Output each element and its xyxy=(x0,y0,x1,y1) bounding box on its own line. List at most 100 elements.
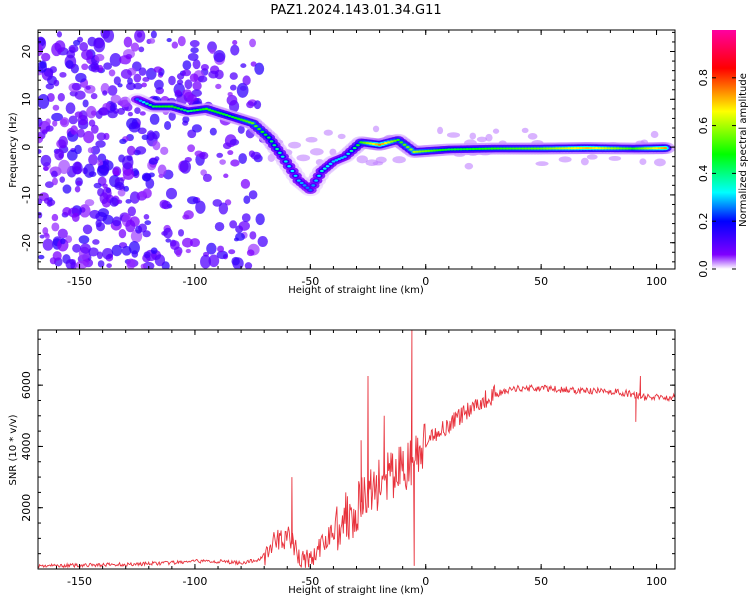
ridge-segment xyxy=(216,111,220,114)
noise-blob xyxy=(181,69,192,77)
noise-blob xyxy=(231,256,240,266)
noise-blob xyxy=(218,202,229,215)
ridge-segment xyxy=(272,144,277,147)
noise-blob xyxy=(217,245,225,253)
noise-blob xyxy=(140,263,147,269)
noise-blob xyxy=(44,181,54,189)
ridge-segment xyxy=(170,105,174,108)
ridge-segment xyxy=(634,147,639,150)
ridge-segment xyxy=(284,160,288,163)
ridge-segment xyxy=(317,174,321,177)
ridge-segment xyxy=(610,147,614,150)
ridge-segment xyxy=(195,108,200,112)
noise-blob xyxy=(95,140,106,148)
noise-blob xyxy=(42,238,54,251)
noise-blob xyxy=(96,222,106,232)
noise-blob xyxy=(93,37,105,49)
noise-blob xyxy=(100,30,110,39)
noise-blob xyxy=(492,128,500,134)
noise-blob xyxy=(248,190,258,200)
ridge-segment xyxy=(387,141,391,144)
noise-blob xyxy=(250,61,257,67)
ridge-segment xyxy=(359,141,363,144)
ridge-segment xyxy=(502,147,507,150)
noise-blob xyxy=(254,62,265,75)
noise-blob xyxy=(65,60,74,69)
noise-blob xyxy=(150,30,157,39)
ridge-segment xyxy=(239,118,243,121)
noise-blob xyxy=(213,50,226,63)
ridge-segment xyxy=(505,147,510,150)
ridge-segment xyxy=(328,162,333,165)
noise-blob xyxy=(219,159,226,165)
ridge-segment xyxy=(539,147,543,150)
x-tick-label: -100 xyxy=(182,575,207,588)
ridge-segment xyxy=(600,147,605,150)
ridge-segment xyxy=(657,147,662,150)
noise-blob xyxy=(153,66,163,73)
noise-blob xyxy=(106,263,112,269)
noise-blob xyxy=(107,85,118,96)
ridge-segment xyxy=(331,160,336,163)
ridge-segment xyxy=(377,143,382,146)
noise-blob xyxy=(182,89,192,97)
noise-blob xyxy=(464,162,474,170)
noise-blob xyxy=(78,235,90,244)
ridge-segment xyxy=(426,149,431,152)
noise-blob xyxy=(356,155,368,164)
noise-blob xyxy=(134,107,141,114)
noise-blob xyxy=(75,72,87,83)
ridge-segment xyxy=(520,147,525,150)
noise-blob xyxy=(38,254,45,260)
ridge-segment xyxy=(275,147,279,151)
snr-y-label: SNR (10 * v/v) xyxy=(8,414,19,485)
colorbar-tick-label: 0.0 xyxy=(697,260,710,278)
ridge-segment xyxy=(151,105,156,108)
snr-y-axis: 2000 4000 6000 xyxy=(20,338,675,555)
noise-blob xyxy=(60,237,66,245)
ridge-segment xyxy=(527,147,531,150)
noise-blob xyxy=(242,75,251,86)
ridge-segment xyxy=(352,146,357,150)
noise-blob xyxy=(43,197,50,204)
ridge-segment xyxy=(311,184,316,187)
noise-blob xyxy=(214,221,225,232)
noise-blob xyxy=(476,136,488,143)
noise-blob xyxy=(85,85,91,90)
noise-blob xyxy=(372,125,380,133)
noise-blob xyxy=(189,40,200,48)
noise-blob xyxy=(59,71,67,78)
noise-blob xyxy=(187,52,199,61)
noise-blob xyxy=(235,232,246,241)
ridge-segment xyxy=(493,147,497,150)
ridge-segment xyxy=(585,146,590,150)
ridge-segment xyxy=(346,152,350,155)
noise-blob xyxy=(309,148,324,156)
ridge-segment xyxy=(508,147,513,150)
ridge-segment xyxy=(628,147,633,150)
spectrogram-noise xyxy=(38,30,666,269)
noise-blob xyxy=(146,67,157,80)
ridge-segment xyxy=(511,147,516,150)
noise-blob xyxy=(202,173,212,183)
noise-blob xyxy=(102,248,114,260)
noise-blob xyxy=(96,132,107,141)
noise-blob xyxy=(182,214,190,220)
x-tick-label: 0 xyxy=(422,275,429,288)
noise-blob xyxy=(80,243,91,254)
noise-blob xyxy=(74,90,86,100)
ridge-segment xyxy=(477,147,482,150)
ridge-segment xyxy=(393,139,397,142)
noise-blob xyxy=(51,112,63,122)
x-tick-label: 50 xyxy=(534,575,548,588)
noise-blob xyxy=(437,126,444,135)
noise-blob xyxy=(111,244,123,257)
noise-blob xyxy=(184,79,193,90)
noise-blob xyxy=(112,167,120,177)
noise-blob xyxy=(82,99,89,108)
noise-blob xyxy=(206,242,217,255)
ridge-segment xyxy=(613,147,617,150)
ridge-segment xyxy=(435,149,440,152)
ridge-segment xyxy=(576,147,580,150)
noise-blob xyxy=(230,159,240,167)
